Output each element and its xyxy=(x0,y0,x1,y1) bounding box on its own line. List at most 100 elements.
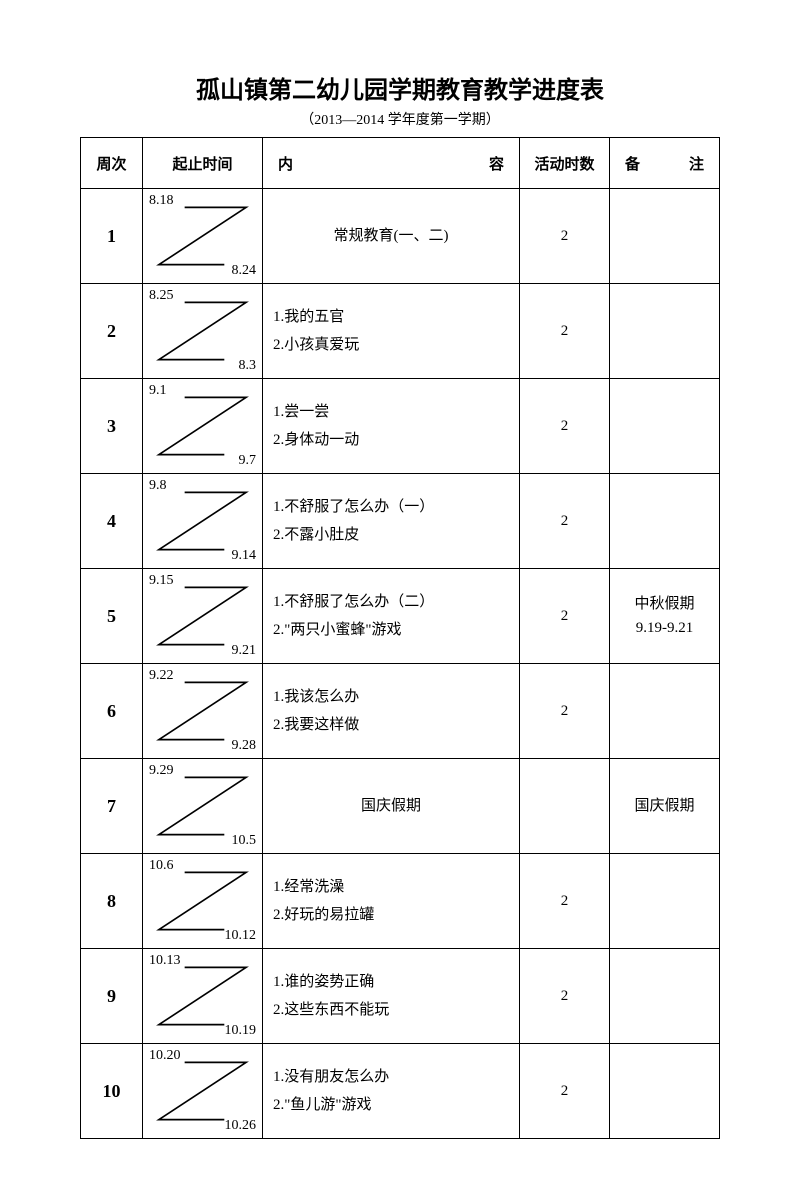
header-content: 内 容 xyxy=(263,138,520,189)
week-cell: 10 xyxy=(81,1044,143,1139)
date-cell: 9.89.14 xyxy=(143,474,263,569)
content-line: 2.不露小肚皮 xyxy=(273,521,509,550)
hours-cell: 2 xyxy=(520,189,610,284)
date-cell: 9.19.7 xyxy=(143,379,263,474)
note-cell xyxy=(610,1044,720,1139)
content-line: 1.经常洗澡 xyxy=(273,873,509,902)
header-note: 备 注 xyxy=(610,138,720,189)
date-cell: 10.1310.19 xyxy=(143,949,263,1044)
note-line: 中秋假期 xyxy=(611,592,718,616)
content-cell: 1.我的五官2.小孩真爱玩 xyxy=(263,284,520,379)
header-week: 周次 xyxy=(81,138,143,189)
content-line: 2.我要这样做 xyxy=(273,711,509,740)
week-cell: 7 xyxy=(81,759,143,854)
content-cell: 国庆假期 xyxy=(263,759,520,854)
table-row: 28.258.31.我的五官2.小孩真爱玩2 xyxy=(81,284,720,379)
table-row: 910.1310.191.谁的姿势正确2.这些东西不能玩2 xyxy=(81,949,720,1044)
hours-cell: 2 xyxy=(520,854,610,949)
hours-cell: 2 xyxy=(520,664,610,759)
date-end: 10.5 xyxy=(232,833,257,849)
week-cell: 2 xyxy=(81,284,143,379)
header-hours: 活动时数 xyxy=(520,138,610,189)
content-line: 1.没有朋友怎么办 xyxy=(273,1063,509,1092)
table-row: 18.188.24 常规教育(一、二) 2 xyxy=(81,189,720,284)
hours-cell: 2 xyxy=(520,949,610,1044)
date-end: 9.14 xyxy=(232,548,257,564)
week-cell: 8 xyxy=(81,854,143,949)
note-cell xyxy=(610,664,720,759)
week-cell: 3 xyxy=(81,379,143,474)
header-content-b: 容 xyxy=(489,153,504,174)
content-line: 1.我该怎么办 xyxy=(273,683,509,712)
content-line: 2.这些东西不能玩 xyxy=(273,996,509,1025)
content-cell: 1.谁的姿势正确2.这些东西不能玩 xyxy=(263,949,520,1044)
content-line: 常规教育(一、二) xyxy=(273,222,509,251)
content-line: 2.小孩真爱玩 xyxy=(273,331,509,360)
content-cell: 1.尝一尝2.身体动一动 xyxy=(263,379,520,474)
date-end: 10.12 xyxy=(225,928,257,944)
week-cell: 9 xyxy=(81,949,143,1044)
date-cell: 8.258.3 xyxy=(143,284,263,379)
content-cell: 1.我该怎么办2.我要这样做 xyxy=(263,664,520,759)
table-row: 39.19.71.尝一尝2.身体动一动2 xyxy=(81,379,720,474)
content-line: 1.谁的姿势正确 xyxy=(273,968,509,997)
content-line: 1.不舒服了怎么办（二） xyxy=(273,588,509,617)
table-row: 49.89.141.不舒服了怎么办（一）2.不露小肚皮2 xyxy=(81,474,720,569)
note-cell xyxy=(610,284,720,379)
content-line: 1.尝一尝 xyxy=(273,398,509,427)
hours-cell: 2 xyxy=(520,569,610,664)
date-end: 8.3 xyxy=(239,358,257,374)
date-cell: 9.229.28 xyxy=(143,664,263,759)
hours-cell: 2 xyxy=(520,379,610,474)
header-date: 起止时间 xyxy=(143,138,263,189)
date-cell: 9.2910.5 xyxy=(143,759,263,854)
note-cell xyxy=(610,474,720,569)
note-cell: 中秋假期9.19-9.21 xyxy=(610,569,720,664)
note-cell xyxy=(610,379,720,474)
content-line: 国庆假期 xyxy=(273,792,509,821)
content-cell: 1.不舒服了怎么办（一）2.不露小肚皮 xyxy=(263,474,520,569)
note-cell xyxy=(610,189,720,284)
week-cell: 1 xyxy=(81,189,143,284)
date-end: 8.24 xyxy=(232,263,257,279)
table-row: 79.2910.5 国庆假期 国庆假期 xyxy=(81,759,720,854)
table-row: 69.229.281.我该怎么办2.我要这样做2 xyxy=(81,664,720,759)
date-cell: 8.188.24 xyxy=(143,189,263,284)
note-cell xyxy=(610,949,720,1044)
content-line: 1.我的五官 xyxy=(273,303,509,332)
date-end: 9.28 xyxy=(232,738,257,754)
header-content-a: 内 xyxy=(278,153,293,174)
content-cell: 1.没有朋友怎么办2."鱼儿游"游戏 xyxy=(263,1044,520,1139)
note-line: 9.19-9.21 xyxy=(611,616,718,640)
note-cell xyxy=(610,854,720,949)
table-row: 1010.2010.261.没有朋友怎么办2."鱼儿游"游戏2 xyxy=(81,1044,720,1139)
content-line: 2.身体动一动 xyxy=(273,426,509,455)
week-cell: 4 xyxy=(81,474,143,569)
week-cell: 5 xyxy=(81,569,143,664)
week-cell: 6 xyxy=(81,664,143,759)
content-cell: 常规教育(一、二) xyxy=(263,189,520,284)
hours-cell: 2 xyxy=(520,474,610,569)
content-cell: 1.不舒服了怎么办（二）2."两只小蜜蜂"游戏 xyxy=(263,569,520,664)
table-row: 59.159.211.不舒服了怎么办（二）2."两只小蜜蜂"游戏2中秋假期9.1… xyxy=(81,569,720,664)
content-line: 2."鱼儿游"游戏 xyxy=(273,1091,509,1120)
date-cell: 10.2010.26 xyxy=(143,1044,263,1139)
note-cell: 国庆假期 xyxy=(610,759,720,854)
hours-cell: 2 xyxy=(520,284,610,379)
header-note-b: 注 xyxy=(689,153,704,174)
page-title: 孤山镇第二幼儿园学期教育教学进度表 xyxy=(80,70,720,105)
note-line: 国庆假期 xyxy=(611,794,718,818)
date-end: 10.19 xyxy=(225,1023,257,1039)
content-cell: 1.经常洗澡2.好玩的易拉罐 xyxy=(263,854,520,949)
hours-cell xyxy=(520,759,610,854)
date-cell: 9.159.21 xyxy=(143,569,263,664)
date-end: 9.7 xyxy=(239,453,257,469)
header-note-a: 备 xyxy=(625,153,640,174)
schedule-table: 周次 起止时间 内 容 活动时数 备 注 18.188.24 常规教育(一、二) 2 xyxy=(80,137,720,1139)
content-line: 2."两只小蜜蜂"游戏 xyxy=(273,616,509,645)
content-line: 2.好玩的易拉罐 xyxy=(273,901,509,930)
table-row: 810.610.121.经常洗澡2.好玩的易拉罐2 xyxy=(81,854,720,949)
date-end: 9.21 xyxy=(232,643,257,659)
date-cell: 10.610.12 xyxy=(143,854,263,949)
page-subtitle: （2013—2014 学年度第一学期） xyxy=(80,109,720,129)
